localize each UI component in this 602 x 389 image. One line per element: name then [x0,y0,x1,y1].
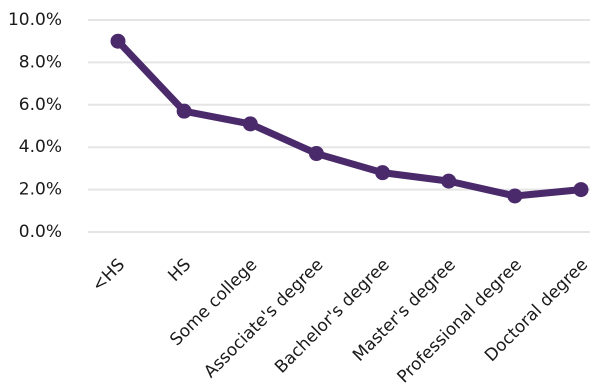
y-tick-label: 6.0% [19,95,62,115]
data-point [375,165,391,181]
data-point [573,182,589,198]
y-tick-label: 10.0% [8,10,62,30]
y-axis-ticks: 0.0% 2.0% 4.0% 6.0% 8.0% 10.0% [8,10,62,242]
data-point [441,173,457,189]
data-point [176,103,192,119]
x-tick-label: Associate's degree [200,255,327,382]
gridlines [88,19,590,233]
data-point [242,116,258,132]
series-layer [110,33,589,204]
y-tick-label: 2.0% [19,180,62,200]
y-tick-label: 8.0% [19,52,62,72]
x-tick-label: HS [164,255,195,286]
x-tick-label: Bachelor's degree [271,255,394,378]
y-tick-label: 4.0% [19,137,62,157]
data-point [507,188,523,204]
y-tick-label: 0.0% [19,222,62,242]
x-tick-label: Professional degree [394,255,526,387]
x-tick-label: <HS [88,255,129,296]
series-line [114,37,585,200]
data-point [110,33,126,49]
data-point [308,146,324,162]
